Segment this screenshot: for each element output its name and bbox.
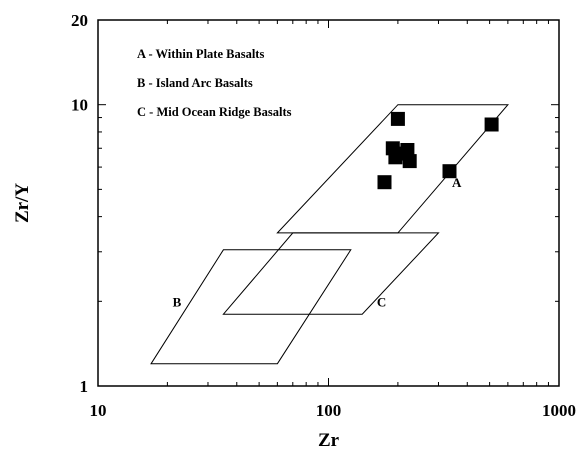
x-axis-title: Zr: [318, 430, 340, 451]
y-tick-label: 10: [71, 96, 88, 115]
x-tick-label: 100: [316, 401, 342, 420]
y-axis-title: Zr/Y: [12, 183, 33, 223]
y-tick-label: 1: [80, 377, 89, 396]
data-point: [402, 154, 417, 169]
field-a-label: A: [452, 175, 462, 190]
axis-ticks: [97, 19, 560, 387]
y-tick-label: 20: [71, 11, 88, 30]
legend-item: B - Island Arc Basalts: [137, 76, 253, 90]
data-point: [390, 111, 405, 126]
data-point: [400, 143, 415, 157]
field-b-label: B: [173, 294, 182, 309]
field-b-polygon: [150, 249, 352, 365]
field-c-polygon: [222, 232, 440, 315]
data-point: [442, 164, 457, 179]
plot-frame: [97, 19, 560, 387]
x-tick-label: 10: [90, 401, 107, 420]
x-tick-label: 1000: [542, 401, 576, 420]
legend: A - Within Plate Basalts B - Island Arc B…: [137, 47, 292, 119]
data-point: [377, 175, 392, 190]
field-polygons: A B C: [150, 104, 509, 365]
legend-item: C - Mid Ocean Ridge Basalts: [137, 105, 292, 119]
data-point: [484, 117, 499, 132]
legend-item: A - Within Plate Basalts: [137, 47, 264, 61]
data-points: [377, 111, 499, 190]
field-c-label: C: [377, 294, 386, 309]
